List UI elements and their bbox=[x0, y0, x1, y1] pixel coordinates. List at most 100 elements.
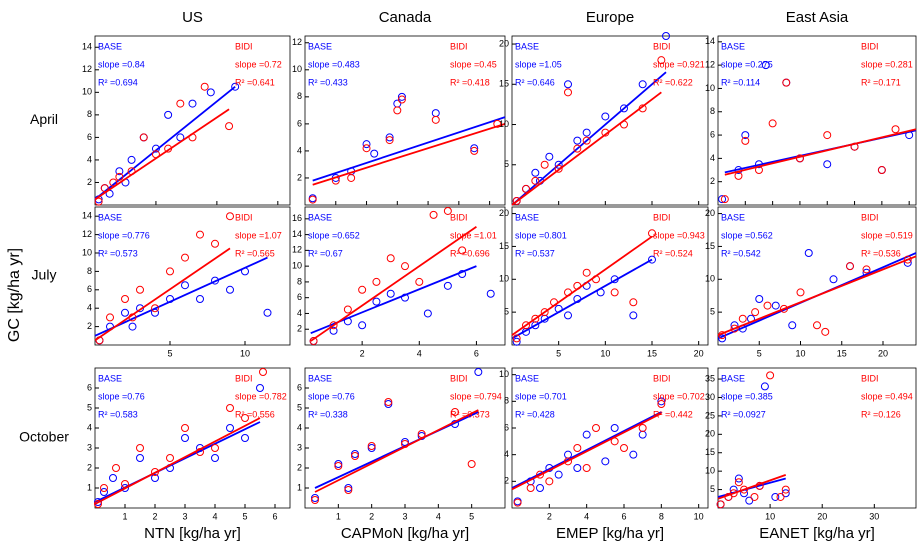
x-tick-label: 1 bbox=[336, 511, 341, 521]
x-tick-label: 10 bbox=[694, 511, 704, 521]
data-point bbox=[761, 61, 770, 70]
annotation: slope =0.45 bbox=[450, 59, 497, 69]
data-point bbox=[620, 104, 628, 113]
data-point bbox=[263, 308, 272, 317]
data-point bbox=[760, 382, 769, 391]
annotation: R² =0.67 bbox=[308, 248, 343, 258]
y-tick-label: 14 bbox=[82, 211, 92, 221]
legend-label: BIDI bbox=[450, 41, 468, 51]
y-tick-label: 15 bbox=[499, 241, 509, 251]
y-tick-label: 4 bbox=[87, 422, 92, 432]
data-point bbox=[781, 485, 790, 494]
fit-line bbox=[724, 128, 917, 176]
y-tick-label: 20 bbox=[499, 208, 509, 218]
data-point bbox=[344, 486, 353, 494]
data-point bbox=[564, 88, 572, 97]
data-point bbox=[443, 206, 452, 215]
y-tick-label: 6 bbox=[710, 129, 715, 139]
y-tick-label: 1 bbox=[297, 482, 302, 492]
legend-label: BASE bbox=[515, 41, 539, 51]
data-point bbox=[829, 275, 838, 284]
annotation: R² =0.565 bbox=[235, 248, 275, 258]
data-point bbox=[531, 314, 540, 323]
x-axis-label: EANET [kg/ha yr] bbox=[759, 525, 875, 542]
y-tick-label: 14 bbox=[82, 42, 92, 52]
annotation: slope =0.385 bbox=[721, 391, 773, 401]
data-point bbox=[415, 277, 424, 286]
y-tick-label: 2 bbox=[87, 177, 92, 187]
x-tick-label: 5 bbox=[469, 511, 474, 521]
data-point bbox=[796, 288, 805, 297]
fit-line bbox=[511, 258, 653, 340]
annotation: slope =0.519 bbox=[861, 230, 913, 240]
x-tick-label: 8 bbox=[659, 511, 664, 521]
data-point bbox=[121, 308, 129, 317]
data-point bbox=[601, 112, 610, 121]
annotation: R² =0.573 bbox=[98, 248, 138, 258]
data-point bbox=[554, 470, 563, 479]
row-label: July bbox=[32, 267, 57, 283]
data-point bbox=[128, 322, 137, 331]
fit-line bbox=[511, 71, 667, 206]
x-axis-label: CAPMoN [kg/ha yr] bbox=[341, 525, 469, 542]
data-point bbox=[780, 304, 788, 313]
data-point bbox=[206, 88, 215, 97]
annotation: slope =1.07 bbox=[235, 230, 282, 240]
y-tick-label: 4 bbox=[87, 154, 92, 164]
data-point bbox=[486, 289, 495, 298]
fit-line bbox=[94, 247, 231, 342]
data-point bbox=[329, 321, 338, 330]
data-point bbox=[536, 484, 544, 492]
x-tick-label: 2 bbox=[152, 511, 157, 521]
annotation: R² =0.171 bbox=[861, 77, 901, 87]
y-tick-label: 30 bbox=[705, 392, 715, 402]
data-point bbox=[741, 136, 750, 145]
data-point bbox=[385, 136, 394, 145]
y-tick-label: 5 bbox=[710, 307, 715, 317]
y-tick-label: 10 bbox=[292, 261, 302, 271]
data-point bbox=[781, 489, 790, 498]
data-point bbox=[766, 371, 775, 380]
y-tick-label: 2 bbox=[297, 324, 302, 334]
data-point bbox=[226, 404, 234, 412]
data-point bbox=[771, 301, 780, 310]
legend-label: BIDI bbox=[861, 373, 879, 383]
data-point bbox=[309, 337, 318, 346]
annotation: R² =0.646 bbox=[515, 77, 555, 87]
x-tick-label: 4 bbox=[436, 511, 441, 521]
x-tick-label: 6 bbox=[621, 511, 626, 521]
annotation: slope =0.921 bbox=[653, 59, 705, 69]
fit-line bbox=[511, 91, 662, 206]
data-point bbox=[358, 321, 367, 330]
y-tick-label: 15 bbox=[705, 241, 715, 251]
legend-label: BIDI bbox=[235, 212, 253, 222]
annotation: slope =0.72 bbox=[235, 59, 282, 69]
data-point bbox=[891, 125, 900, 134]
data-point bbox=[121, 484, 129, 492]
legend-label: BASE bbox=[98, 212, 122, 222]
data-point bbox=[657, 56, 666, 65]
annotation: slope =0.494 bbox=[861, 391, 913, 401]
data-point bbox=[226, 212, 234, 221]
data-point bbox=[109, 474, 117, 482]
data-point bbox=[716, 500, 725, 509]
fit-line bbox=[312, 123, 506, 186]
annotation: R² =0.442 bbox=[653, 409, 693, 419]
y-tick-label: 2 bbox=[710, 176, 715, 186]
data-point bbox=[493, 119, 502, 128]
annotation: R² =0.556 bbox=[235, 409, 275, 419]
data-point bbox=[226, 285, 234, 294]
plot-area bbox=[511, 206, 709, 346]
annotation: slope =0.562 bbox=[721, 230, 773, 240]
plot-area bbox=[94, 367, 291, 509]
data-point bbox=[151, 304, 159, 313]
data-point bbox=[151, 468, 159, 476]
y-tick-label: 12 bbox=[292, 245, 302, 255]
data-point bbox=[657, 400, 666, 408]
data-point bbox=[347, 173, 356, 182]
data-point bbox=[385, 133, 394, 142]
fit-line bbox=[717, 255, 917, 336]
data-point bbox=[100, 488, 108, 496]
data-point bbox=[200, 82, 209, 91]
x-tick-label: 10 bbox=[795, 348, 805, 358]
